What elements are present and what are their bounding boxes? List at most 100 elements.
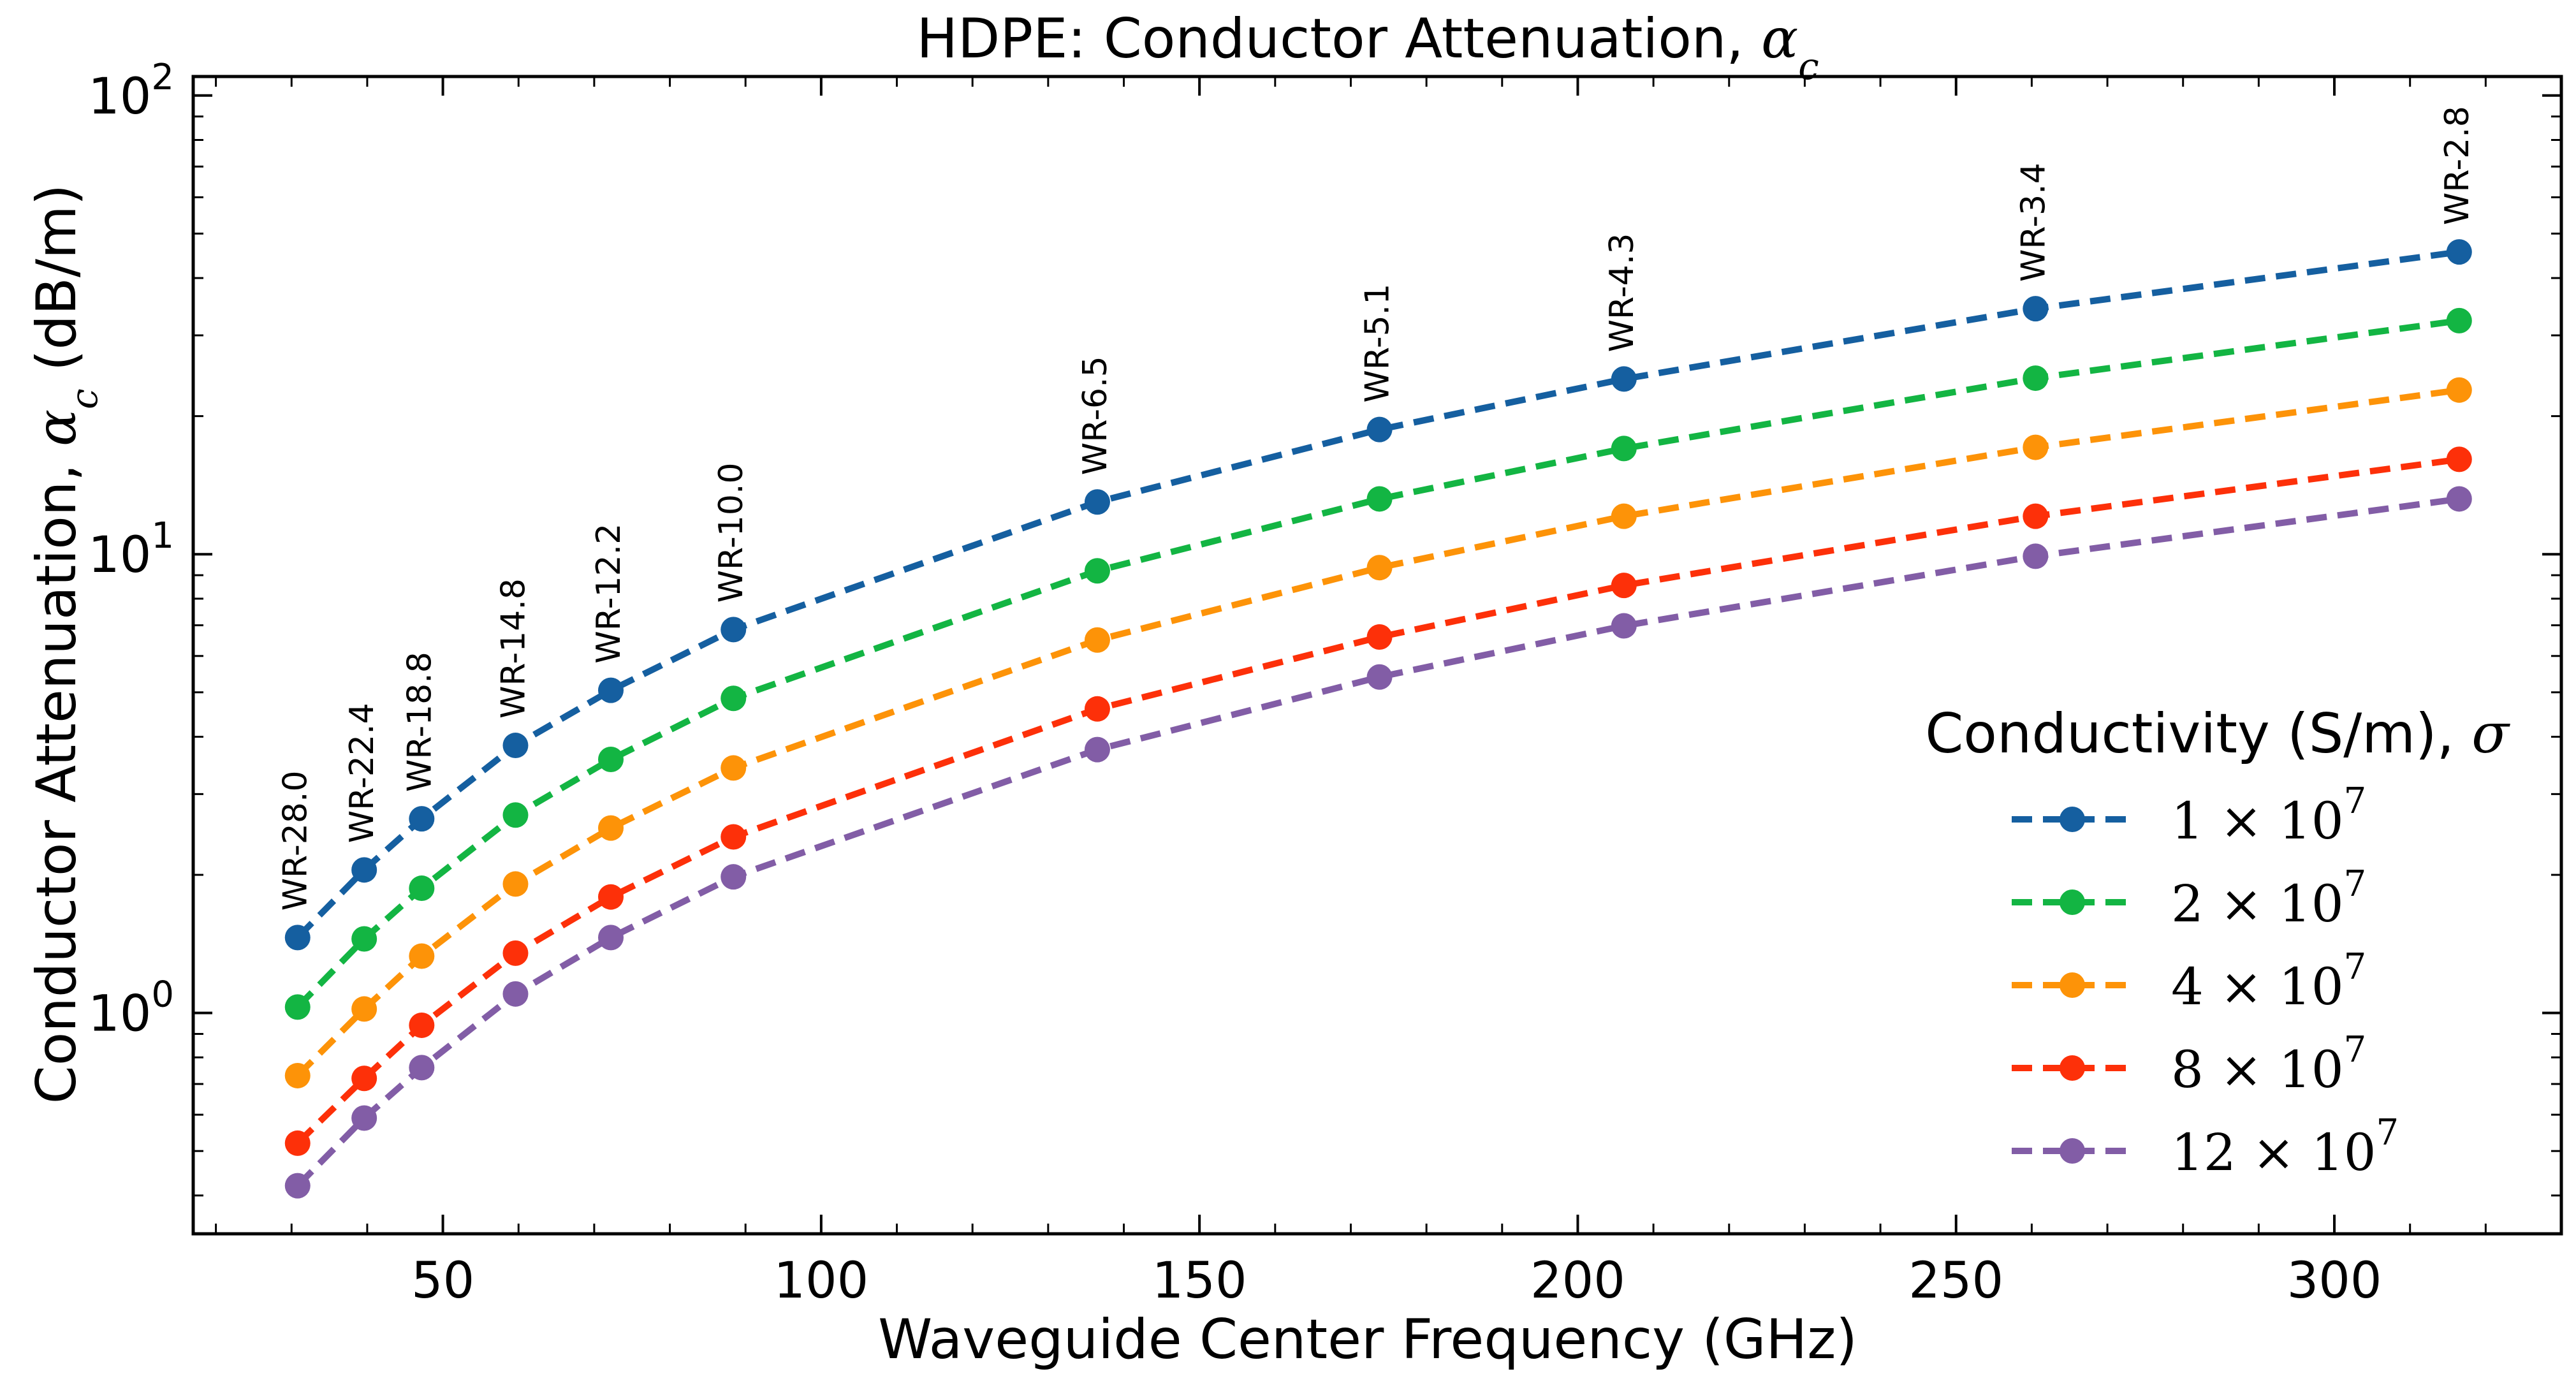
data-point xyxy=(351,926,377,952)
data-point xyxy=(1611,613,1637,639)
data-point xyxy=(284,1130,311,1156)
chart-title-subscript: c xyxy=(1798,45,1819,88)
series-3 xyxy=(284,377,2472,1088)
waveguide-label: WR-22.4 xyxy=(343,703,381,843)
data-point xyxy=(409,943,435,969)
legend-entry: 12 × 107 xyxy=(2012,1112,2399,1182)
chart-title-symbol: α xyxy=(1761,7,1798,71)
legend-label: 8 × 107 xyxy=(2171,1029,2366,1099)
data-point xyxy=(721,685,747,712)
series-layer xyxy=(284,239,2472,1199)
data-point xyxy=(1084,489,1110,515)
data-point xyxy=(597,884,624,910)
x-tick-label: 100 xyxy=(773,1252,868,1310)
data-point xyxy=(409,1055,435,1081)
series-2 xyxy=(284,307,2472,1020)
legend-marker xyxy=(2060,972,2085,998)
data-point xyxy=(2023,296,2049,322)
point-annotations: WR-28.0 WR-22.4 WR-18.8 WR-14.8 WR-12.2 WR-10… xyxy=(277,106,2477,911)
data-point xyxy=(597,815,624,841)
data-point xyxy=(1084,558,1110,584)
data-point xyxy=(721,755,747,781)
waveguide-label: WR-28.0 xyxy=(277,770,315,911)
data-point xyxy=(351,1105,377,1131)
legend-entry: 4 × 107 xyxy=(2012,946,2366,1016)
data-point xyxy=(597,747,624,773)
data-point xyxy=(409,806,435,832)
y-tick-label: 102 xyxy=(88,57,174,126)
waveguide-label: WR-12.2 xyxy=(590,523,628,664)
series-4 xyxy=(284,446,2472,1156)
data-point xyxy=(597,677,624,703)
waveguide-label: WR-4.3 xyxy=(1603,233,1641,352)
waveguide-label: WR-2.8 xyxy=(2438,106,2477,225)
y-tick-label: 100 xyxy=(88,974,174,1043)
legend-marker xyxy=(2060,807,2085,832)
data-point xyxy=(351,1065,377,1092)
legend: Conductivity (S/m), σ 1 × 107 2 × 107 4 × … xyxy=(1925,702,2510,1182)
data-point xyxy=(2446,307,2472,333)
waveguide-label: WR-5.1 xyxy=(1359,284,1397,403)
y-axis-label-symbol: α xyxy=(25,409,89,446)
data-point xyxy=(1366,555,1393,581)
x-tick-label: 300 xyxy=(2287,1252,2382,1310)
series-5 xyxy=(284,486,2472,1199)
waveguide-label: WR-10.0 xyxy=(712,462,750,603)
data-point xyxy=(502,871,529,897)
data-point xyxy=(1611,366,1637,392)
legend-marker xyxy=(2060,1055,2085,1081)
y-axis-label-unit: (dB/m) xyxy=(25,184,89,389)
y-axis-label: Conductor Attenuation, αc (dB/m) xyxy=(25,184,106,1104)
legend-label: 2 × 107 xyxy=(2171,863,2366,933)
legend-label: 1 × 107 xyxy=(2171,780,2366,851)
waveguide-label: WR-18.8 xyxy=(400,652,439,792)
legend-items: 1 × 107 2 × 107 4 × 107 8 × 107 12 × 107 xyxy=(2012,780,2399,1182)
data-point xyxy=(1084,696,1110,722)
data-point xyxy=(1366,416,1393,443)
legend-entry: 2 × 107 xyxy=(2012,863,2366,933)
y-axis-label-text: Conductor Attenuation, xyxy=(25,446,89,1104)
x-tick-label: 50 xyxy=(411,1252,474,1310)
data-point xyxy=(1366,486,1393,512)
data-point xyxy=(284,1173,311,1199)
legend-entry: 1 × 107 xyxy=(2012,780,2366,851)
data-point xyxy=(502,733,529,759)
data-point xyxy=(2446,486,2472,512)
axis-ticks: 50 100 150 200 250 300 100 101 102 xyxy=(88,57,2561,1310)
legend-marker xyxy=(2060,1138,2085,1164)
data-point xyxy=(1611,435,1637,462)
data-point xyxy=(1611,573,1637,599)
data-point xyxy=(2446,239,2472,265)
data-point xyxy=(502,940,529,966)
data-point xyxy=(721,617,747,643)
legend-title: Conductivity (S/m), σ xyxy=(1925,702,2510,766)
legend-label: 4 × 107 xyxy=(2171,946,2366,1016)
data-point xyxy=(2023,365,2049,391)
legend-title-text: Conductivity (S/m), xyxy=(1925,702,2471,766)
x-axis-label: Waveguide Center Frequency (GHz) xyxy=(878,1308,1857,1372)
legend-marker xyxy=(2060,889,2085,915)
chart-title: HDPE: Conductor Attenuation, αc xyxy=(916,7,1819,88)
x-tick-label: 200 xyxy=(1530,1252,1625,1310)
data-point xyxy=(351,857,377,883)
data-point xyxy=(409,875,435,902)
waveguide-label: WR-14.8 xyxy=(495,578,533,719)
legend-entry: 8 × 107 xyxy=(2012,1029,2366,1099)
data-point xyxy=(1366,664,1393,690)
data-point xyxy=(409,1012,435,1038)
y-tick-label: 101 xyxy=(88,515,174,584)
data-point xyxy=(1084,736,1110,763)
data-point xyxy=(502,802,529,828)
y-axis-label-subscript: c xyxy=(62,388,106,409)
data-point xyxy=(2023,543,2049,569)
waveguide-label: WR-6.5 xyxy=(1076,356,1115,475)
data-point xyxy=(284,994,311,1020)
data-point xyxy=(351,996,377,1022)
data-point xyxy=(2446,446,2472,472)
chart-title-text: HDPE: Conductor Attenuation, xyxy=(916,7,1761,71)
series-1 xyxy=(284,239,2472,951)
x-tick-label: 250 xyxy=(1908,1252,2003,1310)
data-point xyxy=(284,925,311,951)
waveguide-label: WR-3.4 xyxy=(2014,163,2053,282)
